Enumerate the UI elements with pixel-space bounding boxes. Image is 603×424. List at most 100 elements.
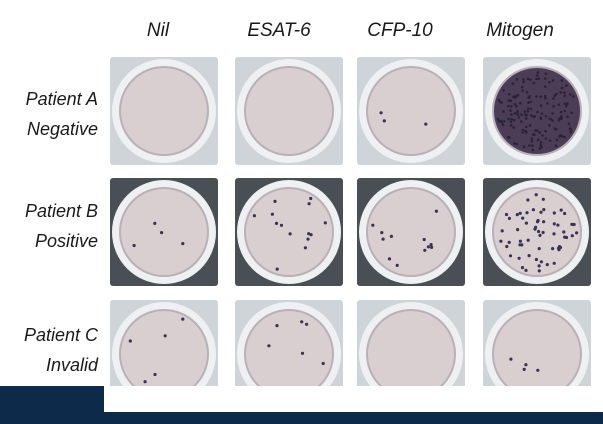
spot <box>390 235 393 238</box>
spot <box>508 217 511 220</box>
spot <box>566 115 569 118</box>
spot <box>560 209 563 212</box>
spot <box>430 243 433 246</box>
spot <box>551 119 554 122</box>
spot <box>531 137 534 140</box>
spot <box>520 113 523 116</box>
spot <box>520 120 523 123</box>
spot <box>512 82 515 85</box>
spot <box>525 117 528 120</box>
spot <box>559 246 562 249</box>
spot <box>535 95 538 98</box>
spot <box>507 105 510 108</box>
spot <box>561 79 564 82</box>
spot <box>548 124 551 127</box>
spot <box>564 103 567 106</box>
spot <box>516 78 519 81</box>
spot <box>549 118 552 121</box>
spot <box>308 202 311 205</box>
spot <box>435 210 438 213</box>
spot <box>510 118 513 121</box>
spot <box>525 211 528 214</box>
spot <box>525 126 528 129</box>
spot <box>539 211 542 214</box>
spot <box>508 93 511 96</box>
spot <box>515 105 518 108</box>
spot <box>560 115 563 118</box>
spot <box>427 245 430 248</box>
spot <box>563 91 566 94</box>
spot <box>575 231 578 234</box>
spot <box>510 124 513 127</box>
spot <box>501 229 504 232</box>
spot <box>527 101 530 104</box>
spot <box>535 193 538 196</box>
spot <box>563 95 566 98</box>
spot <box>548 81 551 84</box>
spot <box>541 113 544 116</box>
spot <box>129 339 132 342</box>
spot <box>388 257 391 260</box>
spot <box>160 231 163 234</box>
spot <box>522 78 525 81</box>
spot <box>542 220 545 223</box>
spot <box>524 363 527 366</box>
spot <box>510 105 513 108</box>
spot <box>551 247 554 250</box>
spot <box>552 97 555 100</box>
spot <box>527 239 530 242</box>
row-label-b: Patient B Positive <box>6 196 98 256</box>
spot <box>542 231 545 234</box>
spot <box>499 240 502 243</box>
spot <box>309 197 312 200</box>
spot <box>517 94 520 97</box>
spot <box>542 208 545 211</box>
spot <box>423 249 426 252</box>
spot <box>559 91 562 94</box>
spot <box>528 144 531 147</box>
spot <box>534 226 537 229</box>
spot <box>500 121 503 124</box>
spot <box>525 222 528 225</box>
row-a-patient: Patient A <box>6 84 98 114</box>
spot <box>324 221 327 224</box>
spot <box>541 134 544 137</box>
spot <box>519 240 522 243</box>
spot <box>536 129 539 132</box>
spot <box>306 238 309 241</box>
spot <box>502 89 505 92</box>
spot <box>524 110 527 113</box>
spot <box>542 198 545 201</box>
spot <box>559 135 562 138</box>
spot <box>508 136 511 139</box>
spot <box>322 362 325 365</box>
spot <box>533 82 536 85</box>
spot <box>498 99 501 102</box>
spot <box>508 241 511 244</box>
spot <box>563 212 566 215</box>
well-photo-r1-c2 <box>235 57 343 165</box>
spot <box>512 95 515 98</box>
spot <box>509 109 512 112</box>
spot <box>144 380 147 383</box>
spot <box>532 133 535 136</box>
spot <box>545 73 548 76</box>
well-photo-r2-c1 <box>110 178 218 286</box>
spot <box>518 257 521 260</box>
spot <box>540 141 543 144</box>
spot <box>289 232 292 235</box>
spot <box>505 245 508 248</box>
row-b-result: Positive <box>6 226 98 256</box>
spot <box>518 116 521 119</box>
spot <box>535 78 538 81</box>
spot <box>558 117 561 120</box>
spot <box>519 212 522 215</box>
row-c-patient: Patient C <box>6 320 98 350</box>
spot <box>533 116 536 119</box>
spot <box>521 86 524 89</box>
spot <box>307 232 310 235</box>
spot <box>564 110 567 113</box>
spot <box>133 244 136 247</box>
spot <box>538 131 541 134</box>
spot <box>507 118 510 121</box>
